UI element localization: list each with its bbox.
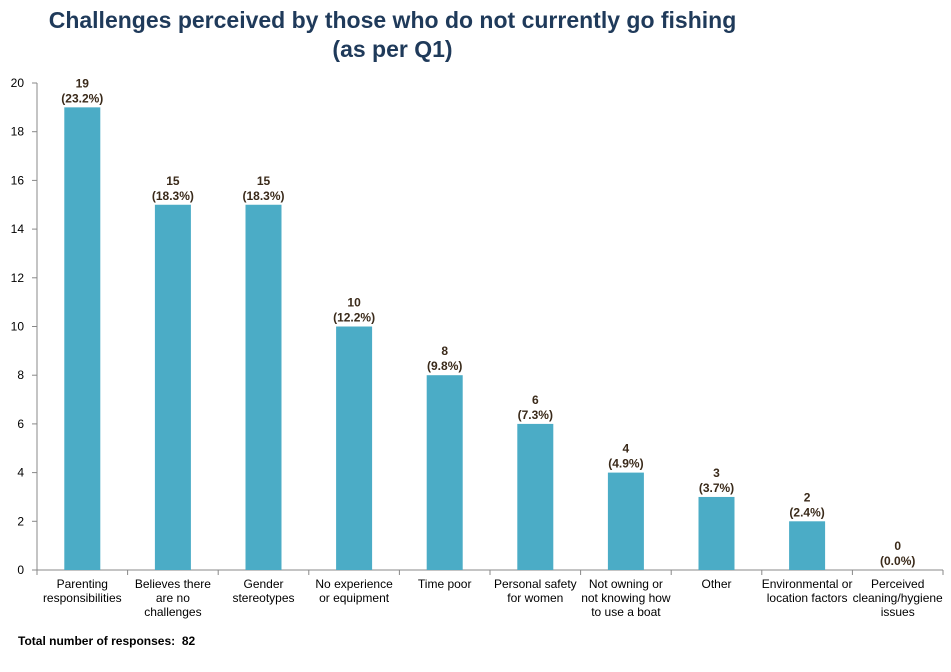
data-label-value: 4	[623, 442, 630, 456]
x-tick-label: Perceived cleaning/hygiene issues	[853, 577, 943, 619]
y-tick-label: 0	[17, 563, 24, 577]
x-tick-label: Parenting responsibilities	[43, 577, 122, 605]
data-label-percent: (4.9%)	[608, 457, 643, 471]
data-label-percent: (7.3%)	[518, 408, 553, 422]
x-tick-label: Environmental or location factors	[762, 577, 853, 605]
bar	[245, 204, 282, 570]
data-label-value: 6	[532, 393, 539, 407]
data-label-percent: (3.7%)	[699, 481, 734, 495]
x-tick-label: Believes there are no challenges	[135, 577, 211, 619]
bar	[154, 204, 191, 570]
y-tick-label: 12	[11, 271, 25, 285]
bar	[789, 521, 826, 570]
bar	[426, 375, 463, 570]
data-label-value: 2	[804, 490, 811, 504]
data-label-value: 3	[713, 466, 720, 480]
x-tick-label: No experience or equipment	[315, 577, 393, 605]
y-tick-label: 16	[11, 173, 25, 187]
data-label-percent: (18.3%)	[242, 189, 284, 203]
chart-title: Challenges perceived by those who do not…	[0, 6, 785, 64]
data-label-value: 19	[76, 76, 90, 90]
x-tick-label: Not owning or not knowing how to use a boa…	[581, 577, 671, 619]
data-label-value: 10	[347, 296, 361, 310]
bar	[607, 472, 644, 570]
data-label-value: 0	[894, 539, 901, 553]
bar	[336, 326, 373, 570]
bar	[517, 423, 554, 570]
data-label-value: 15	[257, 174, 271, 188]
total-responses-value: 82	[181, 634, 196, 648]
x-tick-label: Time poor	[418, 577, 472, 591]
y-tick-label: 2	[17, 514, 24, 528]
y-tick-label: 8	[17, 368, 24, 382]
x-tick-label: Gender stereotypes	[232, 577, 294, 605]
chart-title-line-2: (as per Q1)	[332, 36, 453, 62]
data-label-percent: (2.4%)	[789, 505, 824, 519]
y-tick-label: 14	[11, 222, 25, 236]
bar	[64, 107, 101, 570]
x-tick-label: Personal safety for women	[494, 577, 577, 605]
data-label-percent: (23.2%)	[61, 91, 103, 105]
bar	[698, 496, 735, 570]
data-label-value: 8	[441, 344, 448, 358]
data-label-percent: (0.0%)	[880, 554, 915, 568]
total-responses: Total number of responses: 82	[18, 634, 195, 648]
total-responses-label: Total number of responses:	[18, 634, 176, 648]
data-label-percent: (9.8%)	[427, 359, 462, 373]
y-tick-label: 4	[17, 466, 24, 480]
data-label-value: 15	[166, 174, 180, 188]
y-tick-label: 10	[11, 320, 25, 334]
y-tick-label: 6	[17, 417, 24, 431]
x-tick-label: Other	[701, 577, 731, 591]
data-label-percent: (12.2%)	[333, 311, 375, 325]
chart-title-line-1: Challenges perceived by those who do not…	[48, 7, 737, 33]
data-label-percent: (18.3%)	[152, 189, 194, 203]
y-tick-label: 20	[11, 76, 25, 90]
y-tick-label: 18	[11, 125, 25, 139]
